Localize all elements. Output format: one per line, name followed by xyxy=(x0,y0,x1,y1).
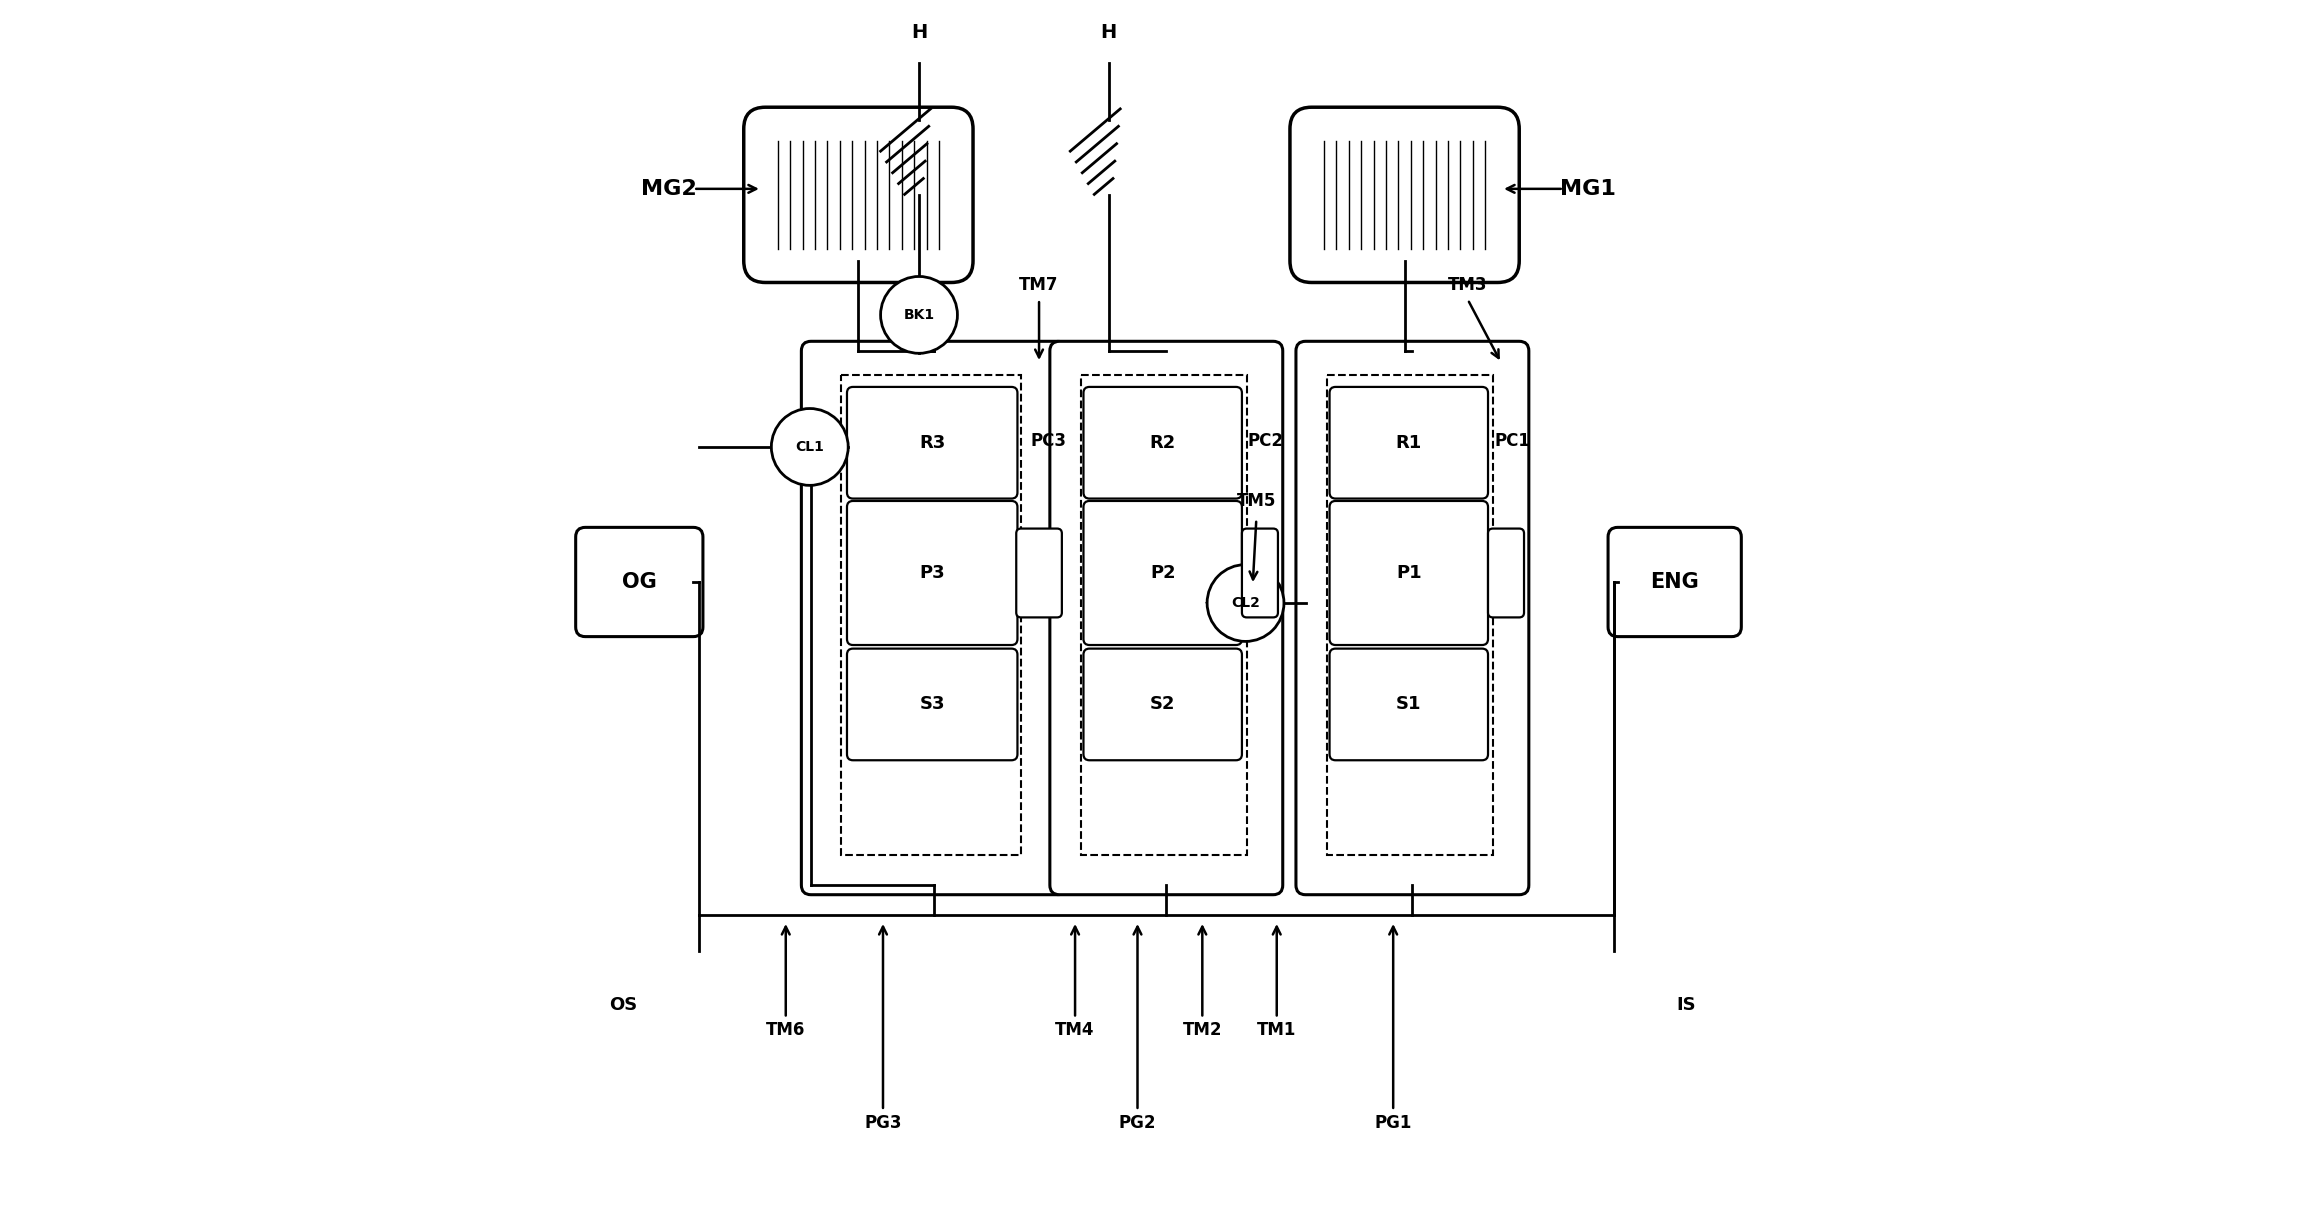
FancyBboxPatch shape xyxy=(848,500,1017,645)
FancyBboxPatch shape xyxy=(1083,500,1243,645)
FancyBboxPatch shape xyxy=(1015,528,1062,617)
FancyBboxPatch shape xyxy=(1243,528,1278,617)
Text: TM3: TM3 xyxy=(1447,276,1487,294)
Circle shape xyxy=(771,409,848,485)
FancyBboxPatch shape xyxy=(1083,387,1243,498)
Text: PG1: PG1 xyxy=(1375,1114,1412,1131)
Text: R3: R3 xyxy=(920,434,945,452)
Text: S2: S2 xyxy=(1150,696,1175,714)
Text: CL1: CL1 xyxy=(794,440,825,453)
Circle shape xyxy=(880,276,957,353)
Text: TM4: TM4 xyxy=(1055,1021,1094,1040)
Bar xyxy=(1326,375,1494,855)
FancyBboxPatch shape xyxy=(1608,527,1742,637)
Text: MG1: MG1 xyxy=(1559,178,1614,199)
FancyBboxPatch shape xyxy=(848,387,1017,498)
Text: MG2: MG2 xyxy=(641,178,697,199)
FancyBboxPatch shape xyxy=(1289,107,1519,282)
Text: R1: R1 xyxy=(1396,434,1422,452)
Text: P2: P2 xyxy=(1150,564,1175,582)
Bar xyxy=(841,375,1022,855)
Text: OG: OG xyxy=(623,572,657,592)
FancyBboxPatch shape xyxy=(848,649,1017,760)
Text: R2: R2 xyxy=(1150,434,1175,452)
Text: PC1: PC1 xyxy=(1494,432,1531,450)
FancyBboxPatch shape xyxy=(1329,500,1489,645)
Text: TM5: TM5 xyxy=(1236,492,1275,510)
Text: OS: OS xyxy=(609,996,639,1014)
FancyBboxPatch shape xyxy=(1329,387,1489,498)
Text: BK1: BK1 xyxy=(904,308,934,322)
Text: TM6: TM6 xyxy=(767,1021,806,1040)
FancyBboxPatch shape xyxy=(576,527,704,637)
Text: H: H xyxy=(911,23,927,42)
Text: PC3: PC3 xyxy=(1031,432,1066,450)
Text: H: H xyxy=(1101,23,1117,42)
FancyBboxPatch shape xyxy=(1329,649,1489,760)
Text: PG2: PG2 xyxy=(1120,1114,1157,1131)
FancyBboxPatch shape xyxy=(801,341,1066,895)
Text: PG3: PG3 xyxy=(864,1114,901,1131)
Text: CL2: CL2 xyxy=(1231,596,1259,610)
FancyBboxPatch shape xyxy=(743,107,973,282)
FancyBboxPatch shape xyxy=(1489,528,1524,617)
FancyBboxPatch shape xyxy=(1050,341,1282,895)
Text: P3: P3 xyxy=(920,564,945,582)
Text: TM1: TM1 xyxy=(1257,1021,1296,1040)
Text: P1: P1 xyxy=(1396,564,1422,582)
Text: TM2: TM2 xyxy=(1182,1021,1222,1040)
Text: ENG: ENG xyxy=(1649,572,1698,592)
Text: S3: S3 xyxy=(920,696,945,714)
Text: PC2: PC2 xyxy=(1247,432,1285,450)
Text: S1: S1 xyxy=(1396,696,1422,714)
Bar xyxy=(1080,375,1247,855)
Text: IS: IS xyxy=(1677,996,1696,1014)
FancyBboxPatch shape xyxy=(1296,341,1529,895)
Circle shape xyxy=(1208,564,1285,642)
Text: TM7: TM7 xyxy=(1020,276,1059,294)
FancyBboxPatch shape xyxy=(1083,649,1243,760)
